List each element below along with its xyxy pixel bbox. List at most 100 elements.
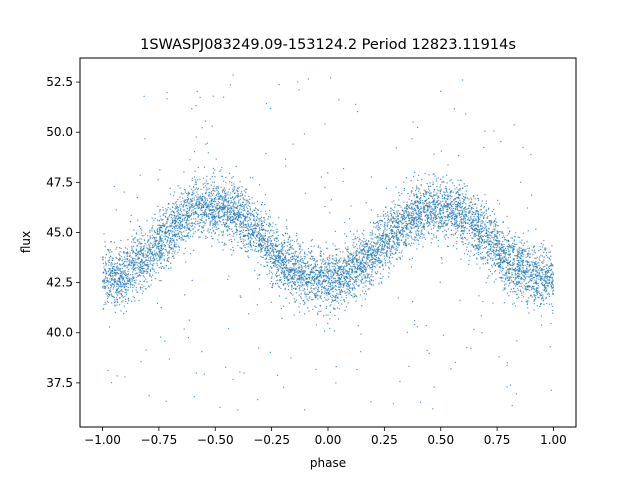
data-point <box>419 218 421 221</box>
data-point <box>498 250 500 252</box>
data-point <box>108 259 111 261</box>
data-point <box>517 253 519 255</box>
data-point <box>427 217 429 219</box>
data-point <box>351 272 353 274</box>
data-point <box>243 207 245 209</box>
data-point <box>477 231 480 233</box>
data-point <box>160 262 162 264</box>
data-point <box>390 207 392 209</box>
data-point <box>206 142 209 144</box>
data-point <box>239 207 241 209</box>
data-point <box>277 279 279 281</box>
data-point <box>257 223 259 225</box>
data-point <box>369 265 371 267</box>
data-point <box>304 409 306 411</box>
data-point <box>428 174 430 176</box>
data-point <box>507 261 509 263</box>
data-point <box>541 246 544 248</box>
data-point <box>532 269 534 271</box>
data-point <box>460 221 463 223</box>
data-point <box>350 205 352 207</box>
data-point <box>470 215 472 217</box>
data-point <box>432 234 435 236</box>
data-point <box>245 230 247 232</box>
data-point <box>224 189 226 191</box>
data-point <box>207 215 210 217</box>
data-point <box>485 282 487 284</box>
data-point <box>500 247 502 250</box>
data-point <box>449 192 451 194</box>
data-point <box>397 225 399 227</box>
data-point <box>299 248 301 250</box>
data-point <box>298 270 300 272</box>
data-point <box>401 219 404 221</box>
data-point <box>316 278 318 280</box>
data-point <box>304 302 306 304</box>
data-point <box>423 222 425 225</box>
data-point <box>334 308 336 310</box>
data-point <box>218 227 220 230</box>
data-point <box>303 133 306 135</box>
data-point <box>381 246 383 248</box>
data-point <box>430 206 433 208</box>
data-point <box>327 314 329 316</box>
data-point <box>186 219 188 221</box>
data-point <box>184 294 186 296</box>
data-point <box>214 206 217 208</box>
data-point <box>165 400 167 403</box>
data-point <box>432 212 434 215</box>
data-point <box>456 190 459 193</box>
data-point <box>266 252 268 254</box>
data-point <box>276 255 278 257</box>
data-point <box>322 300 324 303</box>
data-point <box>380 250 382 252</box>
data-point <box>303 272 305 275</box>
data-point <box>302 276 304 279</box>
data-point <box>525 277 527 280</box>
data-point <box>483 205 485 208</box>
data-point <box>303 303 305 306</box>
data-point <box>487 277 489 279</box>
data-point <box>156 253 159 255</box>
data-point <box>489 237 491 240</box>
data-point <box>351 276 353 278</box>
data-point <box>542 273 544 275</box>
data-point <box>315 282 318 284</box>
data-point <box>164 248 166 251</box>
data-point <box>460 209 462 211</box>
data-point <box>445 206 447 208</box>
data-point <box>375 256 378 259</box>
data-point <box>172 202 174 205</box>
data-point <box>127 265 129 267</box>
data-point <box>127 273 129 275</box>
data-point <box>204 197 206 199</box>
data-point <box>166 239 169 241</box>
data-point <box>539 295 541 297</box>
data-point <box>161 227 163 229</box>
data-point <box>488 219 490 222</box>
data-point <box>119 264 121 266</box>
data-point <box>381 240 383 242</box>
data-point <box>175 235 177 238</box>
data-point <box>243 206 245 208</box>
data-point <box>221 216 223 218</box>
data-point <box>166 226 168 228</box>
data-point <box>117 280 119 282</box>
data-point <box>508 246 511 248</box>
data-point <box>408 204 410 207</box>
data-point <box>223 215 225 218</box>
data-point <box>261 229 263 231</box>
data-point <box>232 221 234 224</box>
data-point <box>255 245 257 248</box>
data-point <box>345 292 347 294</box>
data-point <box>211 212 214 214</box>
data-point <box>113 272 115 274</box>
data-point <box>386 256 388 258</box>
data-point <box>439 190 442 193</box>
data-point <box>237 194 239 196</box>
data-point <box>481 256 483 259</box>
data-point <box>398 256 400 259</box>
data-point <box>382 241 385 243</box>
data-point <box>174 214 176 216</box>
data-point <box>193 232 195 235</box>
